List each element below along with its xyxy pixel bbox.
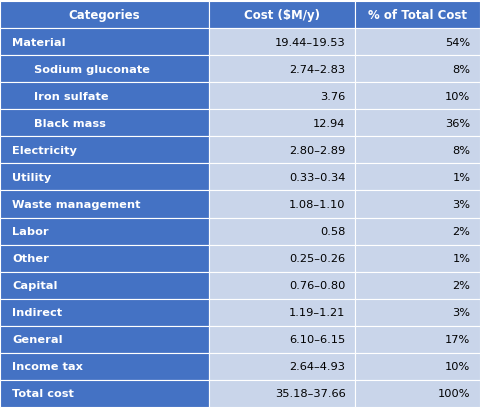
Bar: [209, 245, 355, 272]
Text: 2%: 2%: [453, 227, 470, 236]
Text: Electricity: Electricity: [12, 146, 77, 155]
Text: Indirect: Indirect: [12, 308, 62, 317]
Bar: [355, 380, 480, 407]
Text: Iron sulfate: Iron sulfate: [34, 92, 108, 101]
Bar: [355, 164, 480, 191]
Bar: [209, 164, 355, 191]
Bar: [0, 326, 209, 353]
Bar: [355, 110, 480, 137]
Bar: [0, 56, 209, 83]
Text: 35.18–37.66: 35.18–37.66: [275, 389, 346, 398]
Text: Categories: Categories: [69, 9, 140, 22]
Text: 2%: 2%: [453, 281, 470, 290]
Bar: [355, 29, 480, 56]
Bar: [355, 218, 480, 245]
Bar: [0, 191, 209, 218]
Text: Labor: Labor: [12, 227, 48, 236]
Bar: [355, 326, 480, 353]
Text: 1.19–1.21: 1.19–1.21: [289, 308, 346, 317]
Bar: [355, 2, 480, 29]
Bar: [0, 164, 209, 191]
Text: 10%: 10%: [445, 362, 470, 371]
Bar: [209, 137, 355, 164]
Bar: [209, 299, 355, 326]
Text: 3.76: 3.76: [320, 92, 346, 101]
Text: 10%: 10%: [445, 92, 470, 101]
Bar: [209, 272, 355, 299]
Bar: [355, 191, 480, 218]
Text: 2.74–2.83: 2.74–2.83: [289, 65, 346, 74]
Bar: [0, 83, 209, 110]
Bar: [209, 110, 355, 137]
Text: 0.25–0.26: 0.25–0.26: [289, 254, 346, 263]
Bar: [209, 326, 355, 353]
Bar: [209, 29, 355, 56]
Bar: [209, 2, 355, 29]
Bar: [0, 110, 209, 137]
Text: 6.10–6.15: 6.10–6.15: [289, 335, 346, 344]
Text: 0.76–0.80: 0.76–0.80: [289, 281, 346, 290]
Bar: [0, 29, 209, 56]
Text: 0.33–0.34: 0.33–0.34: [289, 173, 346, 182]
Text: 8%: 8%: [452, 146, 470, 155]
Bar: [209, 56, 355, 83]
Bar: [0, 299, 209, 326]
Text: 1%: 1%: [452, 254, 470, 263]
Bar: [0, 2, 209, 29]
Text: 17%: 17%: [445, 335, 470, 344]
Text: Income tax: Income tax: [12, 362, 83, 371]
Text: 36%: 36%: [445, 119, 470, 128]
Bar: [209, 83, 355, 110]
Text: % of Total Cost: % of Total Cost: [368, 9, 467, 22]
Text: 54%: 54%: [445, 38, 470, 47]
Bar: [0, 380, 209, 407]
Text: Waste management: Waste management: [12, 200, 141, 209]
Text: 1%: 1%: [452, 173, 470, 182]
Text: Cost ($M/y): Cost ($M/y): [244, 9, 320, 22]
Text: 3%: 3%: [452, 200, 470, 209]
Text: 100%: 100%: [438, 389, 470, 398]
Text: 2.64–4.93: 2.64–4.93: [289, 362, 346, 371]
Text: Material: Material: [12, 38, 66, 47]
Bar: [0, 272, 209, 299]
Text: 19.44–19.53: 19.44–19.53: [275, 38, 346, 47]
Bar: [209, 380, 355, 407]
Bar: [209, 353, 355, 380]
Bar: [0, 245, 209, 272]
Bar: [0, 218, 209, 245]
Text: 8%: 8%: [452, 65, 470, 74]
Text: 1.08–1.10: 1.08–1.10: [289, 200, 346, 209]
Bar: [355, 272, 480, 299]
Text: 3%: 3%: [452, 308, 470, 317]
Text: General: General: [12, 335, 62, 344]
Text: Capital: Capital: [12, 281, 58, 290]
Bar: [209, 218, 355, 245]
Bar: [355, 299, 480, 326]
Bar: [355, 56, 480, 83]
Text: 0.58: 0.58: [320, 227, 346, 236]
Bar: [0, 137, 209, 164]
Text: 2.80–2.89: 2.80–2.89: [289, 146, 346, 155]
Bar: [209, 191, 355, 218]
Text: Total cost: Total cost: [12, 389, 74, 398]
Text: 12.94: 12.94: [313, 119, 346, 128]
Bar: [355, 353, 480, 380]
Bar: [355, 83, 480, 110]
Text: Utility: Utility: [12, 173, 51, 182]
Bar: [355, 137, 480, 164]
Text: Sodium gluconate: Sodium gluconate: [34, 65, 150, 74]
Text: Other: Other: [12, 254, 49, 263]
Bar: [355, 245, 480, 272]
Text: Black mass: Black mass: [34, 119, 106, 128]
Bar: [0, 353, 209, 380]
